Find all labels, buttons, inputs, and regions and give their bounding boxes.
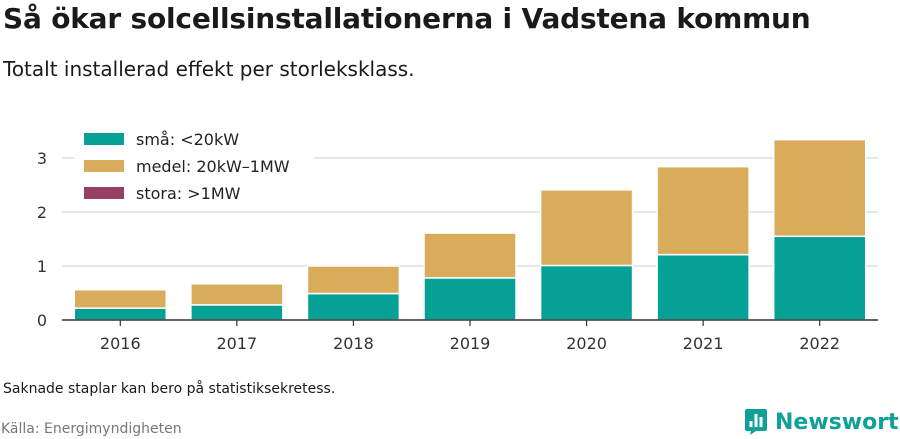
legend-label: stora: >1MW	[136, 184, 241, 203]
bar-segment	[306, 292, 401, 321]
bar-chart-icon	[745, 409, 767, 435]
bar-segment	[423, 232, 517, 279]
x-tick-label: 2018	[333, 334, 374, 353]
bar-segment	[423, 277, 517, 321]
legend-swatch	[84, 133, 124, 145]
chart-subtitle: Totalt installerad effekt per storlekskl…	[3, 57, 415, 81]
y-tick-label: 1	[37, 257, 47, 276]
chart-title: Så ökar solcellsinstallationerna i Vadst…	[3, 2, 811, 35]
footnote: Saknade staplar kan bero på statistiksek…	[3, 381, 336, 397]
bar-segment	[656, 165, 750, 256]
x-tick-label: 2020	[566, 334, 607, 353]
axes: 0 1 2 3 2016 2017 2018 2019 2020 2021 2022	[37, 149, 878, 353]
legend-swatch	[84, 160, 124, 172]
bar-segment	[772, 138, 867, 238]
newsworthy-logo[interactable]: Newsworthy	[744, 406, 900, 438]
bar-segment	[306, 265, 401, 295]
source-note: Källa: Energimyndigheten	[1, 421, 182, 437]
legend: små: <20kW medel: 20kW–1MW stora: >1MW	[74, 122, 314, 210]
legend-label: medel: 20kW–1MW	[136, 157, 290, 176]
bars	[73, 138, 867, 321]
legend-label: små: <20kW	[136, 130, 239, 149]
bar-segment	[656, 253, 750, 321]
bar-segment	[73, 307, 168, 321]
bar-segment	[73, 289, 168, 309]
y-tick-label: 0	[37, 311, 47, 330]
x-tick-label: 2016	[100, 334, 141, 353]
bar-segment	[190, 283, 284, 306]
brand-name: Newsworthy	[775, 409, 900, 435]
y-tick-label: 3	[37, 149, 47, 168]
bar-segment	[539, 264, 634, 321]
x-tick-label: 2022	[799, 334, 840, 353]
x-tick-label: 2019	[450, 334, 491, 353]
bar-segment	[539, 189, 634, 267]
y-tick-label: 2	[37, 203, 47, 222]
legend-swatch	[84, 187, 124, 199]
stacked-bar-chart: 0 1 2 3 2016 2017 2018 2019 2020 2021 2022 små: <2…	[37, 122, 878, 353]
bar-segment	[190, 304, 284, 321]
bar-segment	[772, 235, 867, 321]
x-tick-label: 2021	[683, 334, 724, 353]
x-tick-label: 2017	[216, 334, 257, 353]
